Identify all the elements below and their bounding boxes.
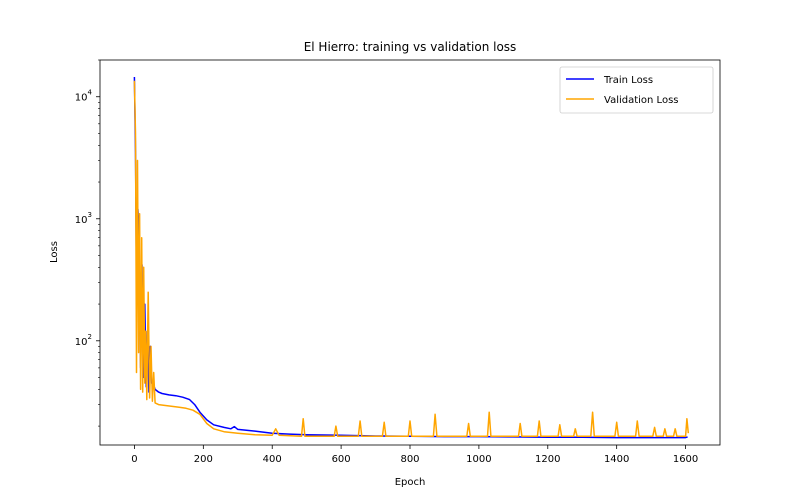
legend-box — [559, 66, 714, 114]
plot-area — [99, 59, 721, 446]
x-tick-label: 200 — [194, 454, 213, 465]
y-axis-label: Loss — [49, 241, 60, 263]
series-line-train — [133, 76, 688, 439]
plot-frame — [99, 59, 721, 446]
y-axis: 102 103 104 — [75, 59, 100, 427]
legend-entry-train: Train Loss — [603, 75, 653, 86]
x-tick-label: 800 — [400, 454, 419, 465]
x-tick-label: 600 — [332, 454, 351, 465]
y-tick-label: 103 — [75, 211, 92, 226]
x-axis-label: Epoch — [395, 477, 426, 488]
chart-title: El Hierro: training vs validation loss — [304, 40, 517, 54]
x-axis: 0 200 400 600 800 1000 1200 1400 1600 — [131, 445, 698, 465]
series-line-validation — [133, 80, 690, 438]
y-tick-label: 104 — [75, 89, 93, 104]
x-tick-label: 1600 — [673, 454, 698, 465]
x-tick-label: 0 — [131, 454, 137, 465]
x-tick-label: 1000 — [466, 454, 491, 465]
x-tick-label: 1400 — [604, 454, 629, 465]
y-tick-label: 102 — [75, 333, 92, 348]
x-tick-label: 1200 — [535, 454, 560, 465]
x-tick-label: 400 — [263, 454, 282, 465]
legend-entry-validation: Validation Loss — [604, 95, 679, 106]
legend: Train Loss Validation Loss — [559, 66, 714, 114]
